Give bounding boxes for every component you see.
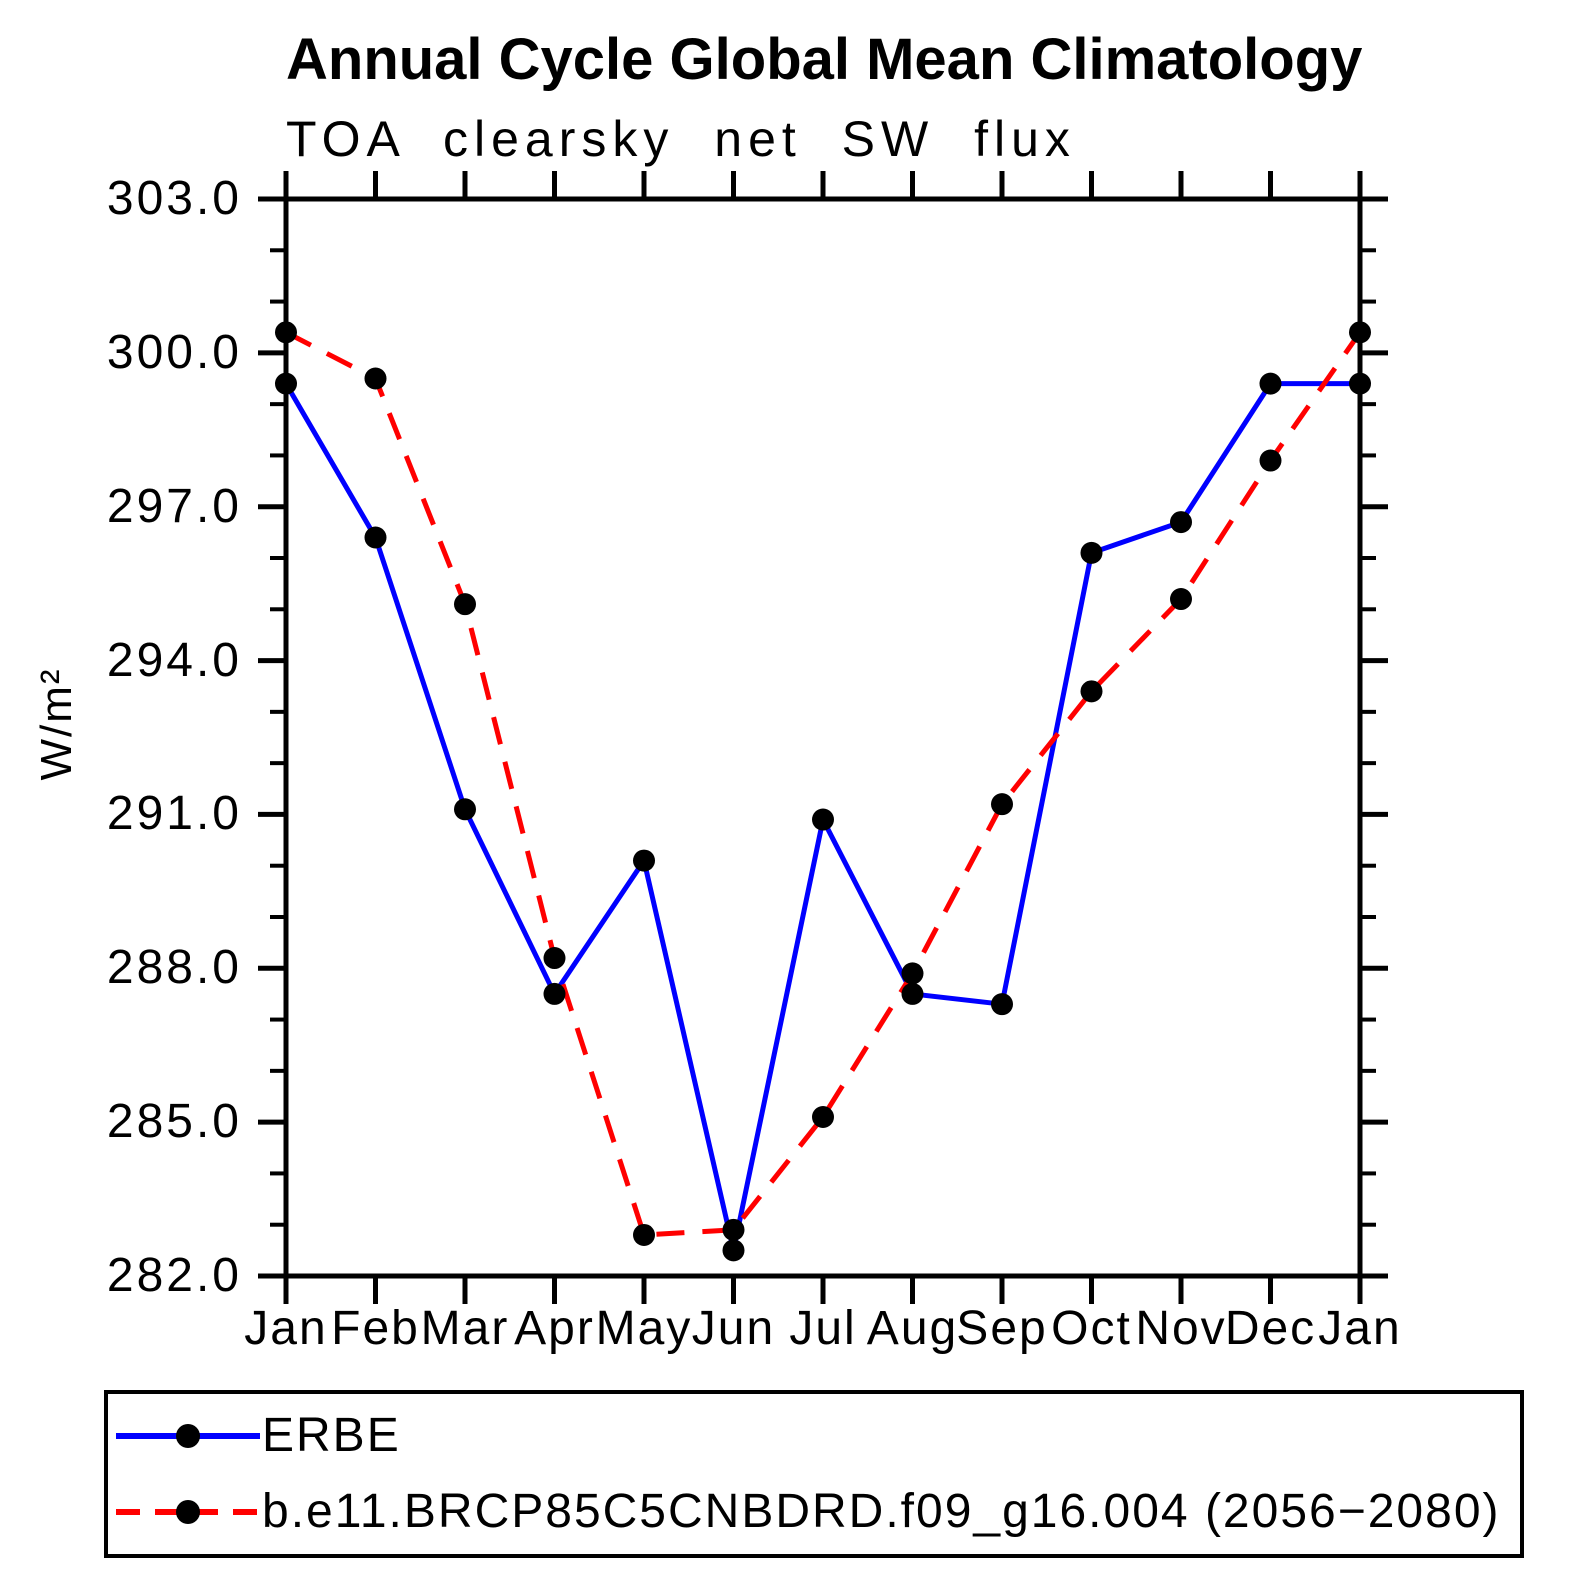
x-tick-label: Sep: [956, 1302, 1048, 1355]
data-point-marker: [1170, 511, 1192, 534]
data-point-marker: [1349, 321, 1371, 344]
y-tick-label: 291.0: [106, 787, 242, 841]
x-tick-label: May: [595, 1302, 693, 1355]
y-tick-label: 282.0: [106, 1249, 242, 1302]
y-tick-label: 288.0: [106, 941, 242, 995]
y-tick-label: 300.0: [106, 325, 242, 379]
x-tick-label: Apr: [514, 1302, 595, 1355]
y-tick-label: 294.0: [106, 633, 242, 687]
data-point-marker: [1259, 449, 1282, 472]
data-point-marker: [633, 1223, 655, 1246]
data-point-marker: [901, 982, 924, 1005]
x-tick-label: Jan: [1318, 1302, 1402, 1355]
x-tick-label: Oct: [1051, 1302, 1132, 1355]
data-point-marker: [722, 1239, 745, 1262]
y-tick-label: 297.0: [106, 479, 242, 533]
chart-title: Annual Cycle Global Mean Climatology: [286, 27, 1363, 92]
data-point-marker: [1080, 680, 1103, 703]
data-point-marker: [812, 808, 834, 831]
series-line-model: [284, 330, 1363, 1238]
x-tick-label: Jan: [244, 1302, 328, 1355]
legend-line-sample: [116, 1424, 260, 1448]
legend: ERBE b.e11.BRCP85C5CNBDRD.f09_g16.004 (20…: [104, 1390, 1524, 1558]
legend-item: ERBE: [114, 1405, 1520, 1467]
x-tick-label: Mar: [420, 1302, 510, 1355]
data-point-marker: [275, 372, 297, 395]
data-point-marker: [454, 593, 476, 616]
data-point-marker: [1349, 372, 1371, 395]
data-point-marker: [991, 993, 1013, 1016]
chart-subtitle: TOA clearsky net SW flux: [286, 111, 1076, 167]
y-tick-label: 303.0: [106, 172, 242, 225]
legend-item: b.e11.BRCP85C5CNBDRD.f09_g16.004 (2056−2…: [114, 1481, 1520, 1543]
legend-marker: [176, 1500, 200, 1524]
data-point-marker: [543, 947, 566, 970]
data-point-marker: [454, 798, 476, 821]
legend-label: ERBE: [262, 1409, 401, 1462]
data-point-marker: [901, 962, 924, 985]
legend-line-sample: [116, 1500, 260, 1524]
data-point-marker: [991, 793, 1013, 816]
x-tick-label: Aug: [866, 1302, 959, 1355]
data-point-marker: [543, 982, 566, 1005]
data-point-marker: [1170, 588, 1192, 611]
x-tick-label: Dec: [1224, 1302, 1317, 1355]
data-point-marker: [364, 367, 387, 390]
x-tick-label: Nov: [1135, 1302, 1227, 1355]
data-point-marker: [1259, 372, 1282, 395]
data-point-marker: [633, 849, 655, 872]
legend-marker: [176, 1424, 200, 1448]
data-point-marker: [722, 1218, 745, 1241]
data-point-marker: [364, 526, 387, 549]
x-tick-label: Feb: [331, 1302, 420, 1355]
legend-label: b.e11.BRCP85C5CNBDRD.f09_g16.004 (2056−2…: [262, 1485, 1501, 1538]
data-point-marker: [1080, 541, 1103, 564]
data-point-marker: [275, 321, 297, 344]
x-tick-label: Jul: [789, 1302, 857, 1355]
x-tick-label: Jun: [691, 1302, 776, 1355]
data-point-marker: [812, 1106, 834, 1129]
y-tick-label: 285.0: [106, 1095, 242, 1149]
